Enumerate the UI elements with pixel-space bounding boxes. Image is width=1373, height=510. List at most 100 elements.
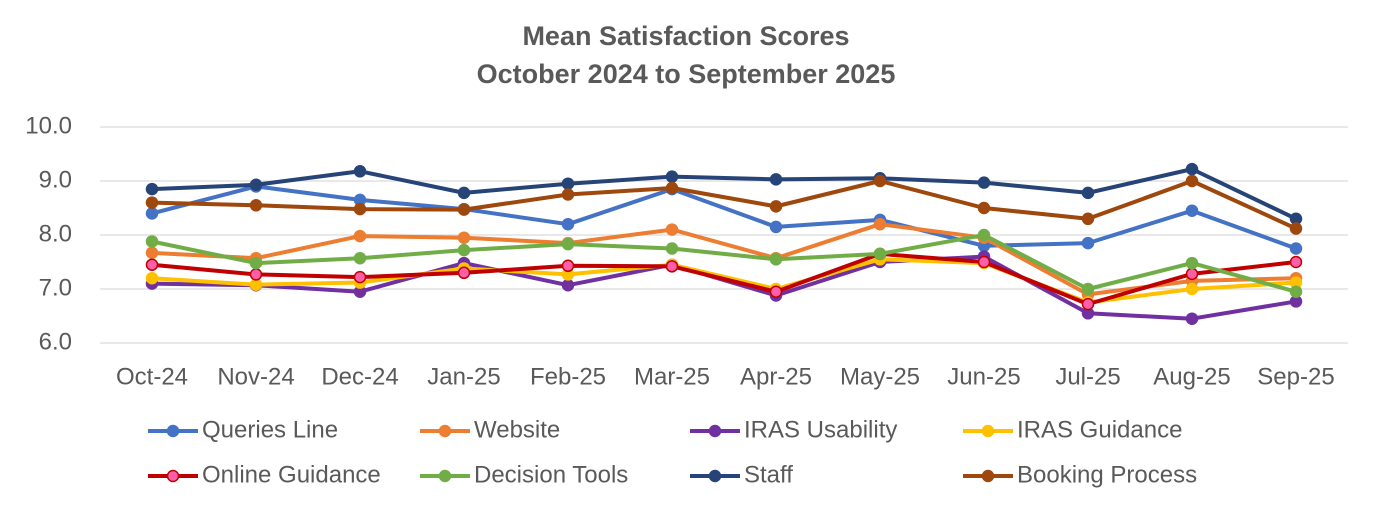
chart-subtitle: October 2024 to September 2025 <box>477 59 896 89</box>
data-point <box>769 173 783 186</box>
legend-marker <box>166 424 180 438</box>
data-point <box>769 285 783 298</box>
data-point <box>561 177 575 190</box>
data-point <box>1289 242 1303 255</box>
data-point <box>769 200 783 213</box>
data-point <box>353 270 367 284</box>
data-point <box>1185 256 1199 270</box>
data-point <box>353 251 367 265</box>
data-point <box>1185 174 1199 188</box>
y-tick-label: 10.0 <box>25 112 72 139</box>
data-point <box>977 176 991 189</box>
data-point <box>561 217 575 231</box>
data-point <box>1081 236 1095 250</box>
data-point <box>145 207 159 220</box>
data-point <box>665 223 679 236</box>
x-tick-label: Feb-25 <box>530 363 606 390</box>
data-point <box>1081 297 1095 311</box>
legend-label: Decision Tools <box>474 461 628 488</box>
series-line <box>151 233 1297 294</box>
data-point <box>145 196 159 209</box>
data-point <box>769 220 783 234</box>
legend-marker <box>438 469 452 483</box>
data-point <box>665 260 679 273</box>
y-tick-label: 9.0 <box>39 166 72 193</box>
data-point <box>561 188 575 201</box>
data-point <box>873 174 887 188</box>
data-point <box>977 228 991 242</box>
data-point <box>665 181 679 195</box>
data-point <box>353 229 367 243</box>
data-point <box>1081 282 1095 296</box>
series-line <box>151 222 1297 297</box>
data-point <box>353 165 367 178</box>
data-point <box>145 258 159 271</box>
series-line <box>151 254 1297 321</box>
data-point <box>249 199 263 212</box>
data-point <box>457 231 471 244</box>
data-point <box>353 202 367 216</box>
legend-label: Online Guidance <box>202 461 381 488</box>
data-point <box>457 243 471 257</box>
y-tick-label: 7.0 <box>39 274 72 301</box>
data-point <box>1289 255 1303 269</box>
x-tick-label: Jan-25 <box>427 363 500 390</box>
data-point <box>457 203 471 216</box>
data-point <box>977 201 991 215</box>
series-line <box>151 184 1297 251</box>
data-point <box>457 266 471 280</box>
legend-marker <box>981 469 995 483</box>
data-point <box>1185 162 1199 176</box>
x-tick-label: Jun-25 <box>947 363 1020 390</box>
x-tick-label: Dec-24 <box>321 363 398 390</box>
x-tick-label: Sep-25 <box>1257 363 1334 390</box>
series-line <box>151 251 1297 307</box>
data-point <box>769 253 783 266</box>
x-tick-label: Jul-25 <box>1055 363 1120 390</box>
series-line <box>151 179 1297 231</box>
data-point <box>873 217 887 231</box>
data-point <box>1185 282 1199 296</box>
data-point <box>145 246 159 260</box>
data-point <box>249 256 263 270</box>
legend-label: Staff <box>744 461 793 488</box>
data-point <box>145 182 159 196</box>
data-point <box>561 278 575 292</box>
data-point <box>1185 312 1199 325</box>
data-point <box>145 271 159 285</box>
data-point <box>1185 267 1199 281</box>
legend-label: Queries Line <box>202 416 338 443</box>
x-tick-label: Oct-24 <box>116 363 188 390</box>
y-tick-label: 8.0 <box>39 220 72 247</box>
series-line <box>151 167 1297 221</box>
x-tick-label: May-25 <box>840 363 920 390</box>
data-point <box>561 237 575 251</box>
legend-label: IRAS Usability <box>744 416 897 443</box>
x-tick-label: Apr-25 <box>740 363 812 390</box>
legend-label: IRAS Guidance <box>1017 416 1182 443</box>
legend-label: Website <box>474 416 560 443</box>
data-point <box>1185 204 1199 217</box>
data-point <box>1081 212 1095 226</box>
data-point <box>1081 186 1095 200</box>
data-point <box>249 178 263 192</box>
data-point <box>249 278 263 291</box>
legend-label: Booking Process <box>1017 461 1197 488</box>
legend-marker <box>438 424 452 438</box>
data-point <box>1289 285 1303 298</box>
x-tick-label: Nov-24 <box>217 363 294 390</box>
data-point <box>145 235 159 248</box>
x-tick-label: Mar-25 <box>634 363 710 390</box>
legend-marker <box>708 469 722 483</box>
data-point <box>457 186 471 200</box>
data-point <box>873 247 887 261</box>
data-point <box>977 255 991 269</box>
data-point <box>1289 222 1303 235</box>
data-point <box>665 170 679 183</box>
chart-title: Mean Satisfaction Scores <box>522 21 849 51</box>
data-point <box>665 242 679 255</box>
data-point <box>561 259 575 273</box>
legend-marker <box>708 424 722 438</box>
x-tick-label: Aug-25 <box>1153 363 1230 390</box>
